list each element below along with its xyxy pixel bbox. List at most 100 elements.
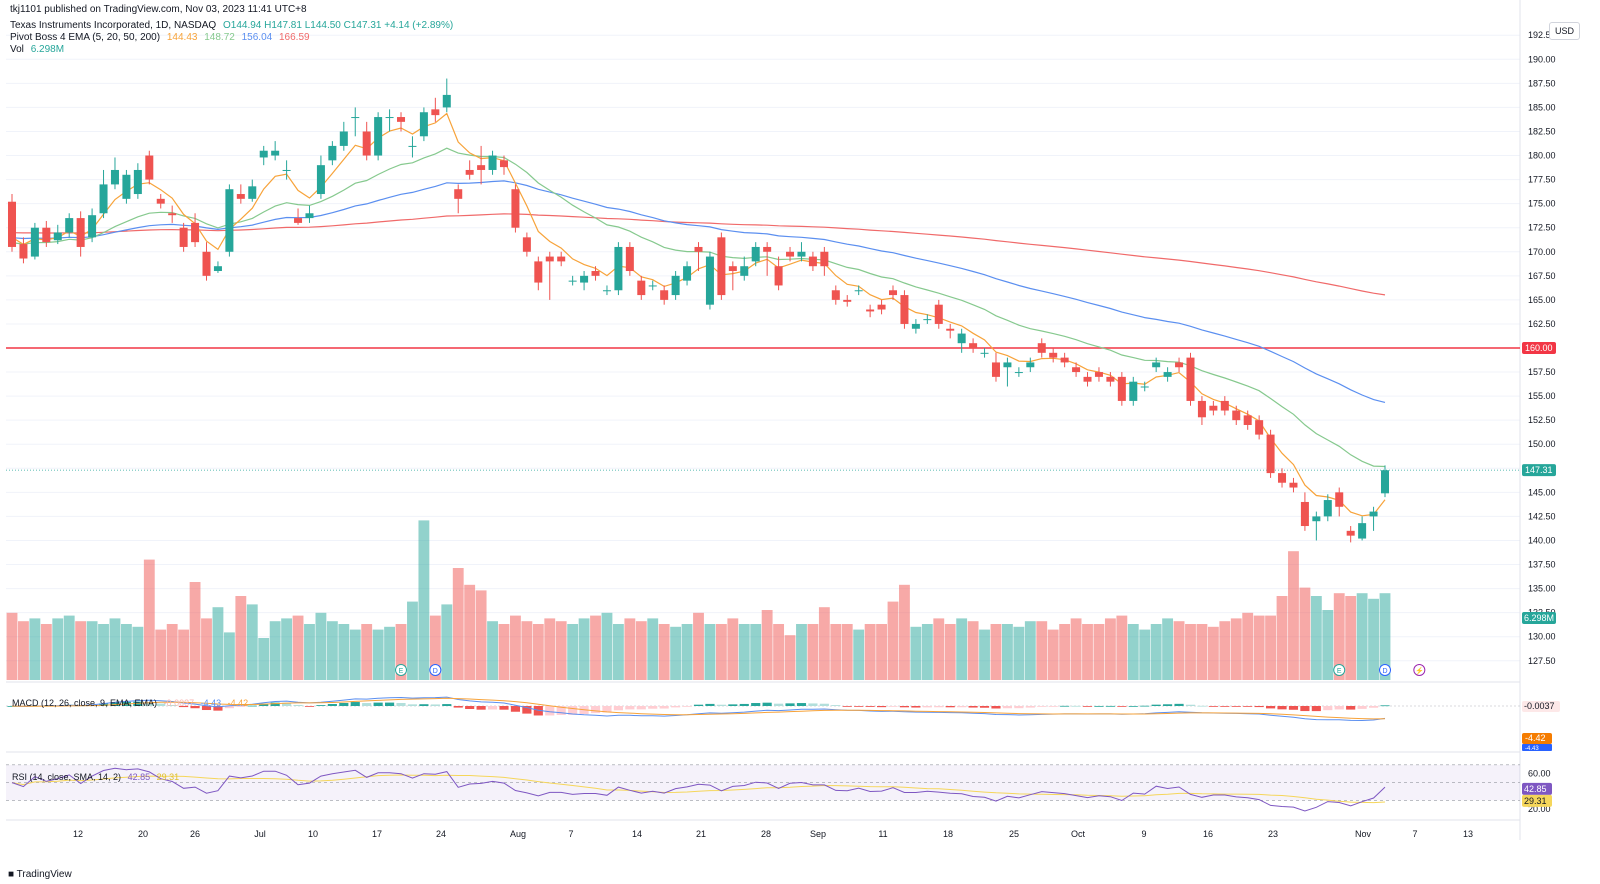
macd-label[interactable]: MACD (12, 26, close, 9, EMA, EMA) bbox=[12, 698, 158, 708]
volume-bar bbox=[1036, 621, 1048, 680]
macd-pane: -0.0037 -4.42 -4.43 bbox=[6, 696, 1560, 752]
ema200-value: 166.59 bbox=[278, 32, 310, 43]
rsi-ma-axis-label: 29.31 bbox=[1524, 796, 1547, 806]
event-marker bbox=[1379, 664, 1391, 676]
currency-button[interactable]: USD bbox=[1548, 22, 1580, 40]
candle-body bbox=[614, 246, 623, 291]
price-tick-label: 192.50 bbox=[1528, 30, 1556, 40]
macd-hist-bar bbox=[247, 705, 257, 707]
rsi-line bbox=[11, 767, 1386, 812]
candle-body bbox=[751, 246, 760, 262]
macd-hist-bar bbox=[190, 706, 200, 709]
volume-bar bbox=[212, 607, 224, 680]
candle-body bbox=[477, 165, 486, 170]
volume-bar bbox=[510, 615, 521, 680]
candle-body bbox=[1323, 500, 1332, 517]
volume-bar bbox=[773, 624, 785, 680]
volume-bar bbox=[75, 621, 87, 680]
candle-body bbox=[1232, 410, 1241, 421]
volume-bar bbox=[796, 624, 807, 680]
macd-hist-bar bbox=[1197, 705, 1207, 707]
macd-hist-bar bbox=[442, 704, 452, 706]
candle-body bbox=[534, 261, 543, 283]
candle-body bbox=[511, 189, 520, 228]
candle-body bbox=[156, 198, 165, 204]
macd-line-axis-bg bbox=[1522, 744, 1552, 751]
candle-body bbox=[122, 174, 131, 199]
macd-hist-bar bbox=[1014, 706, 1024, 709]
symbol-line[interactable]: Texas Instruments Incorporated, 1D, NASD… bbox=[10, 20, 457, 32]
event-marker bbox=[429, 664, 442, 676]
candle-body bbox=[889, 290, 898, 296]
macd-hist-bar bbox=[899, 706, 910, 708]
macd-line-value: -4.43 bbox=[200, 698, 222, 708]
candle-series bbox=[7, 78, 1390, 543]
vol-legend[interactable]: Vol 6.298M bbox=[10, 44, 68, 56]
candle-body bbox=[1026, 362, 1035, 368]
volume-bar bbox=[899, 584, 910, 680]
volume-bar bbox=[464, 584, 476, 680]
volume-bar bbox=[40, 624, 52, 680]
volume-bar bbox=[761, 610, 773, 680]
ema-legend[interactable]: Pivot Boss 4 EMA (5, 20, 50, 200) 144.43… bbox=[10, 32, 314, 44]
volume-bar bbox=[384, 626, 395, 680]
macd-hist-bar bbox=[339, 702, 349, 706]
volume-bar bbox=[1333, 593, 1345, 680]
volume-bar bbox=[864, 624, 876, 680]
time-tick-label: 17 bbox=[372, 829, 382, 839]
volume-bar bbox=[1059, 624, 1071, 680]
time-tick-label: 21 bbox=[696, 829, 706, 839]
volume-bar bbox=[933, 618, 945, 680]
candle-body bbox=[362, 131, 371, 156]
candle-body bbox=[808, 256, 817, 267]
rsi-axis-label: 42.85 bbox=[1524, 784, 1547, 794]
macd-hist-bar bbox=[831, 705, 841, 706]
tv-logo-icon: ■ bbox=[8, 869, 15, 880]
macd-hist-bar bbox=[854, 706, 864, 707]
candle-body bbox=[442, 94, 451, 108]
ema-label[interactable]: Pivot Boss 4 EMA (5, 20, 50, 200) bbox=[10, 32, 161, 43]
rsi-label[interactable]: RSI (14, close, SMA, 14, 2) bbox=[12, 772, 122, 782]
rsi-legend[interactable]: RSI (14, close, SMA, 14, 2) 42.85 29.31 bbox=[12, 772, 183, 782]
candle-body bbox=[88, 215, 97, 238]
candle-body bbox=[683, 266, 692, 281]
macd-hist-bar bbox=[201, 706, 212, 711]
macd-hist-bar bbox=[613, 706, 623, 711]
macd-hist-bar bbox=[236, 706, 246, 707]
macd-hist-bar bbox=[636, 706, 646, 710]
macd-hist-bar bbox=[1140, 705, 1150, 707]
macd-hist-bar bbox=[1071, 705, 1081, 707]
volume-bar bbox=[86, 621, 98, 680]
tradingview-logo[interactable]: ■ TradingView bbox=[8, 869, 72, 880]
candle-body bbox=[213, 266, 222, 272]
macd-hist-bar bbox=[785, 703, 795, 706]
candle-body bbox=[19, 244, 28, 259]
candle-body bbox=[625, 246, 634, 272]
macd-hist-bar bbox=[270, 702, 280, 706]
vol-label[interactable]: Vol bbox=[10, 44, 24, 55]
symbol-title[interactable]: Texas Instruments Incorporated, 1D, NASD… bbox=[10, 20, 217, 31]
macd-hist-bar bbox=[522, 706, 532, 714]
candle-body bbox=[179, 227, 188, 247]
macd-hist-bar bbox=[304, 706, 315, 707]
price-tick-label: 190.00 bbox=[1528, 54, 1556, 64]
price-tick-label: 135.00 bbox=[1528, 584, 1556, 594]
macd-line bbox=[11, 696, 1386, 722]
ema50-line bbox=[11, 180, 1386, 403]
level-label-bg bbox=[1522, 342, 1556, 354]
volume-bar bbox=[1150, 624, 1162, 680]
candle-body bbox=[1129, 381, 1138, 401]
macd-hist-bar bbox=[1380, 705, 1390, 707]
candle-body bbox=[1278, 473, 1287, 483]
macd-hist-bar bbox=[602, 706, 612, 713]
ema5-value: 144.43 bbox=[166, 32, 198, 43]
candle-body bbox=[1175, 362, 1184, 368]
time-tick-label: Oct bbox=[1071, 829, 1086, 839]
time-tick-label: Jul bbox=[254, 829, 266, 839]
candle-body bbox=[1220, 400, 1229, 411]
volume-bar bbox=[29, 618, 41, 680]
macd-legend[interactable]: MACD (12, 26, close, 9, EMA, EMA) -0.003… bbox=[12, 698, 252, 708]
candle-body bbox=[465, 169, 474, 175]
volume-bar bbox=[876, 624, 887, 680]
